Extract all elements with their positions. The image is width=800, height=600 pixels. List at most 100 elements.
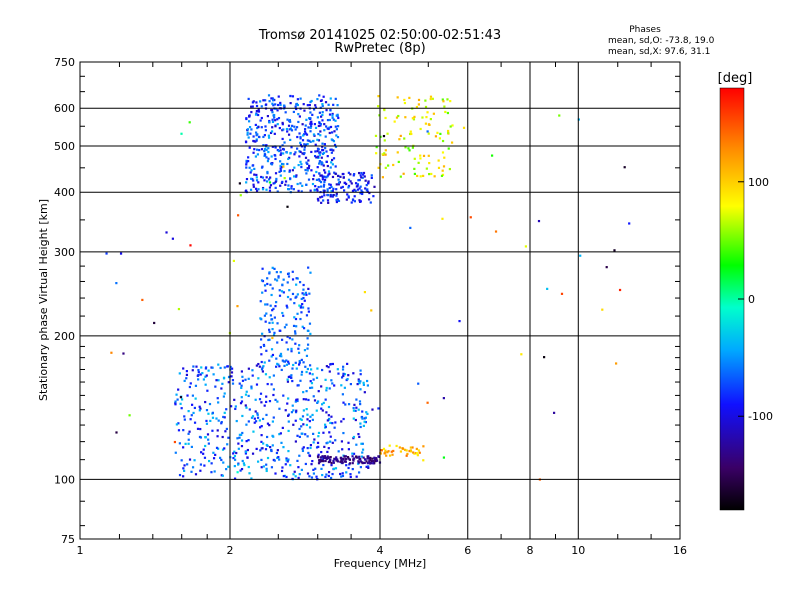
data-point — [449, 125, 452, 128]
data-point — [323, 169, 326, 172]
data-point — [282, 474, 285, 478]
data-point — [252, 139, 255, 143]
data-point — [264, 373, 268, 376]
data-point — [312, 472, 316, 475]
data-point — [244, 141, 248, 144]
data-point — [447, 147, 450, 150]
data-point — [304, 462, 307, 466]
data-point — [279, 432, 282, 435]
data-point — [442, 456, 446, 459]
data-point — [288, 119, 292, 122]
data-point — [290, 350, 293, 353]
data-point — [325, 160, 328, 163]
data-point — [183, 464, 186, 467]
data-point — [383, 152, 386, 155]
data-point — [332, 459, 335, 462]
data-point — [182, 429, 185, 432]
data-point — [321, 458, 325, 461]
data-point — [290, 187, 293, 190]
data-point — [245, 406, 248, 409]
data-point — [260, 279, 264, 282]
data-point — [304, 156, 308, 159]
data-point — [359, 185, 362, 188]
data-point — [310, 150, 313, 154]
data-point — [198, 405, 201, 408]
data-point — [361, 448, 365, 451]
data-point — [128, 414, 131, 417]
data-point — [280, 469, 284, 473]
data-point — [191, 369, 194, 372]
data-point — [275, 177, 278, 181]
data-point — [282, 291, 285, 294]
data-point — [386, 451, 389, 454]
data-point — [352, 459, 355, 462]
data-point — [286, 281, 289, 284]
data-point — [254, 123, 257, 127]
data-point — [298, 155, 301, 158]
data-point — [296, 103, 299, 107]
data-point — [180, 398, 184, 401]
data-point — [230, 405, 233, 408]
data-point — [233, 464, 236, 468]
data-point — [271, 111, 274, 114]
data-point — [447, 129, 450, 133]
data-point — [279, 146, 282, 149]
y-tick-label: 100 — [54, 473, 75, 486]
data-point — [321, 178, 324, 181]
data-point — [384, 116, 387, 120]
data-point — [263, 404, 266, 407]
data-point — [206, 389, 209, 392]
data-point — [347, 178, 351, 181]
data-point — [185, 377, 188, 380]
data-point — [331, 114, 334, 117]
data-point — [327, 460, 331, 464]
data-point — [286, 118, 289, 121]
data-point — [426, 130, 429, 133]
data-point — [361, 442, 364, 445]
data-point — [199, 436, 203, 439]
data-point — [374, 134, 378, 137]
data-point — [294, 128, 297, 131]
data-point — [197, 374, 200, 377]
data-point — [280, 368, 283, 372]
data-point — [333, 384, 336, 387]
data-point — [255, 383, 259, 386]
data-point — [366, 457, 369, 460]
data-point — [286, 187, 290, 191]
data-point — [244, 393, 248, 396]
data-point — [299, 135, 302, 139]
data-point — [255, 112, 258, 115]
data-point — [396, 96, 399, 99]
data-point — [300, 425, 303, 428]
data-point — [264, 153, 267, 156]
data-point — [202, 452, 205, 455]
data-point — [440, 174, 444, 177]
data-point — [220, 387, 223, 390]
data-point — [276, 400, 279, 403]
data-point — [207, 438, 210, 441]
data-point — [284, 183, 287, 186]
data-point — [451, 124, 454, 127]
data-point — [363, 420, 366, 423]
data-point — [271, 353, 275, 357]
data-point — [360, 416, 363, 419]
data-point — [265, 156, 268, 159]
data-point — [449, 99, 452, 103]
data-point — [306, 104, 309, 107]
data-point — [254, 187, 258, 190]
data-point — [316, 138, 319, 141]
data-point — [246, 128, 250, 131]
data-point — [355, 406, 358, 409]
data-point — [339, 472, 342, 476]
data-point — [311, 386, 314, 389]
data-point — [341, 472, 344, 475]
data-point — [331, 195, 334, 198]
data-point — [321, 148, 324, 152]
data-point — [316, 150, 319, 153]
data-point — [333, 143, 337, 147]
data-point — [317, 199, 320, 202]
data-point — [185, 370, 188, 373]
data-point — [329, 476, 333, 480]
data-point — [250, 416, 254, 419]
data-point — [428, 123, 431, 127]
